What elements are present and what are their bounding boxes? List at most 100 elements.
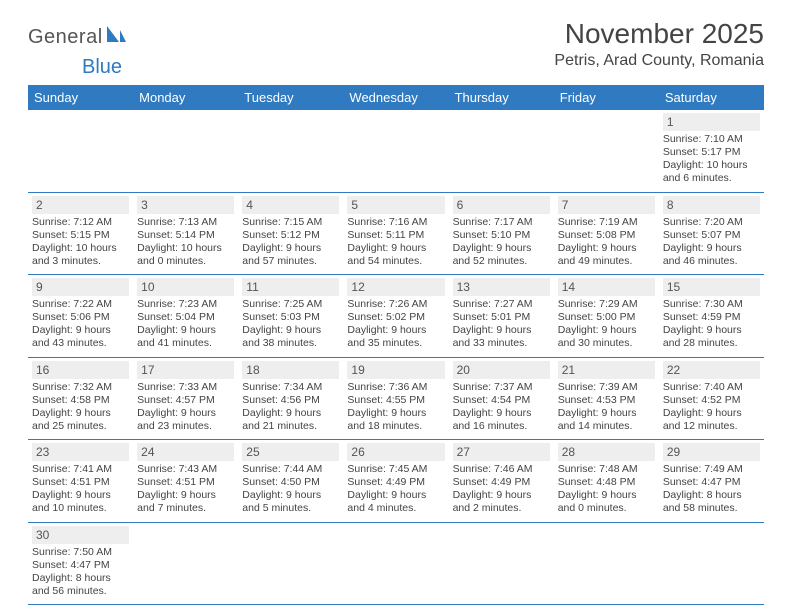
- sunset-text: Sunset: 5:11 PM: [347, 229, 444, 242]
- day-info: Sunrise: 7:49 AMSunset: 4:47 PMDaylight:…: [663, 463, 760, 516]
- daylight-text: Daylight: 9 hours and 33 minutes.: [453, 324, 550, 350]
- sunset-text: Sunset: 4:48 PM: [558, 476, 655, 489]
- sunrise-text: Sunrise: 7:26 AM: [347, 298, 444, 311]
- daylight-text: Daylight: 9 hours and 46 minutes.: [663, 242, 760, 268]
- sunset-text: Sunset: 4:56 PM: [242, 394, 339, 407]
- sunset-text: Sunset: 5:10 PM: [453, 229, 550, 242]
- sunrise-text: Sunrise: 7:29 AM: [558, 298, 655, 311]
- day-info: Sunrise: 7:43 AMSunset: 4:51 PMDaylight:…: [137, 463, 234, 516]
- calendar-day-cell: [554, 110, 659, 192]
- calendar-day-cell: 26Sunrise: 7:45 AMSunset: 4:49 PMDayligh…: [343, 440, 448, 523]
- day-info: Sunrise: 7:33 AMSunset: 4:57 PMDaylight:…: [137, 381, 234, 434]
- daylight-text: Daylight: 9 hours and 21 minutes.: [242, 407, 339, 433]
- day-number: 2: [32, 196, 129, 214]
- calendar-day-cell: 19Sunrise: 7:36 AMSunset: 4:55 PMDayligh…: [343, 357, 448, 440]
- day-number: 21: [558, 361, 655, 379]
- day-number: 8: [663, 196, 760, 214]
- day-info: Sunrise: 7:25 AMSunset: 5:03 PMDaylight:…: [242, 298, 339, 351]
- calendar-day-cell: 17 Sunrise: 7:33 AMSunset: 4:57 PMDayligh…: [133, 357, 238, 440]
- day-number: 16: [32, 361, 129, 379]
- day-info: Sunrise: 7:46 AMSunset: 4:49 PMDaylight:…: [453, 463, 550, 516]
- sunset-text: Sunset: 4:52 PM: [663, 394, 760, 407]
- brand-text-general: General: [28, 26, 103, 49]
- calendar-day-cell: [449, 522, 554, 605]
- sunrise-text: Sunrise: 7:46 AM: [453, 463, 550, 476]
- calendar-day-cell: [343, 522, 448, 605]
- weekday-header: Sunday: [28, 85, 133, 110]
- calendar-day-cell: [343, 110, 448, 192]
- calendar-day-cell: 14Sunrise: 7:29 AMSunset: 5:00 PMDayligh…: [554, 275, 659, 358]
- daylight-text: Daylight: 10 hours and 0 minutes.: [137, 242, 234, 268]
- sunrise-text: Sunrise: 7:10 AM: [663, 133, 760, 146]
- sunset-text: Sunset: 4:59 PM: [663, 311, 760, 324]
- calendar-table: Sunday Monday Tuesday Wednesday Thursday…: [28, 85, 764, 605]
- sunrise-text: Sunrise: 7:25 AM: [242, 298, 339, 311]
- calendar-day-cell: 8 Sunrise: 7:20 AMSunset: 5:07 PMDaylight…: [659, 192, 764, 275]
- weekday-row: Sunday Monday Tuesday Wednesday Thursday…: [28, 85, 764, 110]
- sunrise-text: Sunrise: 7:49 AM: [663, 463, 760, 476]
- day-info: Sunrise: 7:26 AMSunset: 5:02 PMDaylight:…: [347, 298, 444, 351]
- calendar-day-cell: [659, 522, 764, 605]
- calendar-day-cell: [238, 110, 343, 192]
- day-info: Sunrise: 7:22 AMSunset: 5:06 PMDaylight:…: [32, 298, 129, 351]
- calendar-day-cell: 27Sunrise: 7:46 AMSunset: 4:49 PMDayligh…: [449, 440, 554, 523]
- day-info: Sunrise: 7:32 AMSunset: 4:58 PMDaylight:…: [32, 381, 129, 434]
- calendar-day-cell: 5Sunrise: 7:16 AMSunset: 5:11 PMDaylight…: [343, 192, 448, 275]
- sunset-text: Sunset: 4:51 PM: [137, 476, 234, 489]
- sunrise-text: Sunrise: 7:19 AM: [558, 216, 655, 229]
- sunset-text: Sunset: 4:47 PM: [663, 476, 760, 489]
- sunrise-text: Sunrise: 7:36 AM: [347, 381, 444, 394]
- day-info: Sunrise: 7:44 AMSunset: 4:50 PMDaylight:…: [242, 463, 339, 516]
- daylight-text: Daylight: 9 hours and 4 minutes.: [347, 489, 444, 515]
- sunset-text: Sunset: 4:57 PM: [137, 394, 234, 407]
- day-number: 17: [137, 361, 234, 379]
- day-number: 22: [663, 361, 760, 379]
- daylight-text: Daylight: 9 hours and 52 minutes.: [453, 242, 550, 268]
- sunset-text: Sunset: 4:51 PM: [32, 476, 129, 489]
- calendar-page: General November 2025 Petris, Arad Count…: [0, 0, 792, 615]
- daylight-text: Daylight: 9 hours and 25 minutes.: [32, 407, 129, 433]
- day-info: Sunrise: 7:39 AMSunset: 4:53 PMDaylight:…: [558, 381, 655, 434]
- calendar-day-cell: 25Sunrise: 7:44 AMSunset: 4:50 PMDayligh…: [238, 440, 343, 523]
- calendar-day-cell: 21 Sunrise: 7:39 AMSunset: 4:53 PMDayligh…: [554, 357, 659, 440]
- sunrise-text: Sunrise: 7:45 AM: [347, 463, 444, 476]
- sunrise-text: Sunrise: 7:22 AM: [32, 298, 129, 311]
- daylight-text: Daylight: 8 hours and 58 minutes.: [663, 489, 760, 515]
- daylight-text: Daylight: 9 hours and 38 minutes.: [242, 324, 339, 350]
- day-info: Sunrise: 7:48 AMSunset: 4:48 PMDaylight:…: [558, 463, 655, 516]
- sunrise-text: Sunrise: 7:44 AM: [242, 463, 339, 476]
- calendar-day-cell: 3Sunrise: 7:13 AMSunset: 5:14 PMDaylight…: [133, 192, 238, 275]
- calendar-day-cell: 9Sunrise: 7:22 AMSunset: 5:06 PMDaylight…: [28, 275, 133, 358]
- calendar-body: 1Sunrise: 7:10 AMSunset: 5:17 PMDaylight…: [28, 110, 764, 605]
- daylight-text: Daylight: 9 hours and 2 minutes.: [453, 489, 550, 515]
- sunrise-text: Sunrise: 7:15 AM: [242, 216, 339, 229]
- calendar-day-cell: 28Sunrise: 7:48 AMSunset: 4:48 PMDayligh…: [554, 440, 659, 523]
- calendar-day-cell: 13Sunrise: 7:27 AMSunset: 5:01 PMDayligh…: [449, 275, 554, 358]
- day-info: Sunrise: 7:23 AMSunset: 5:04 PMDaylight:…: [137, 298, 234, 351]
- day-number: 20: [453, 361, 550, 379]
- sunrise-text: Sunrise: 7:16 AM: [347, 216, 444, 229]
- sunrise-text: Sunrise: 7:13 AM: [137, 216, 234, 229]
- day-info: Sunrise: 7:19 AMSunset: 5:08 PMDaylight:…: [558, 216, 655, 269]
- sunset-text: Sunset: 4:53 PM: [558, 394, 655, 407]
- sunset-text: Sunset: 5:07 PM: [663, 229, 760, 242]
- day-info: Sunrise: 7:40 AMSunset: 4:52 PMDaylight:…: [663, 381, 760, 434]
- title-block: November 2025 Petris, Arad County, Roman…: [554, 18, 764, 70]
- day-number: 13: [453, 278, 550, 296]
- day-number: 4: [242, 196, 339, 214]
- calendar-day-cell: 20Sunrise: 7:37 AMSunset: 4:54 PMDayligh…: [449, 357, 554, 440]
- daylight-text: Daylight: 10 hours and 6 minutes.: [663, 159, 760, 185]
- sunrise-text: Sunrise: 7:20 AM: [663, 216, 760, 229]
- sunset-text: Sunset: 4:58 PM: [32, 394, 129, 407]
- day-info: Sunrise: 7:50 AMSunset: 4:47 PMDaylight:…: [32, 546, 129, 599]
- weekday-header: Wednesday: [343, 85, 448, 110]
- sunset-text: Sunset: 5:03 PM: [242, 311, 339, 324]
- sunset-text: Sunset: 4:47 PM: [32, 559, 129, 572]
- day-number: 11: [242, 278, 339, 296]
- day-number: 6: [453, 196, 550, 214]
- sunrise-text: Sunrise: 7:27 AM: [453, 298, 550, 311]
- day-number: 26: [347, 443, 444, 461]
- calendar-week-row: 2Sunrise: 7:12 AMSunset: 5:15 PMDaylight…: [28, 192, 764, 275]
- sunset-text: Sunset: 5:17 PM: [663, 146, 760, 159]
- day-number: 3: [137, 196, 234, 214]
